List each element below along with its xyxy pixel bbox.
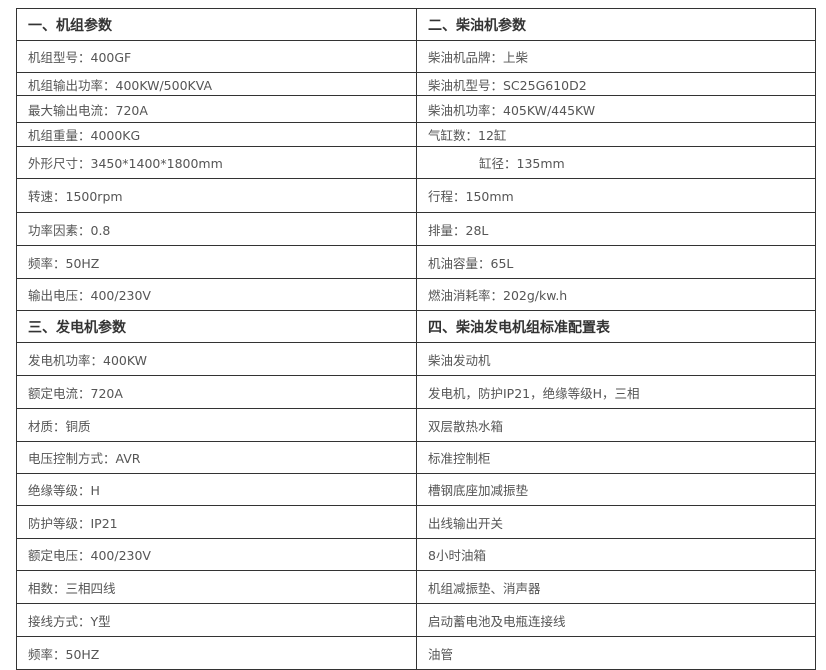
- spec-cell-right: 柴油发动机: [416, 342, 816, 376]
- spec-cell-right: 出线输出开关: [416, 505, 816, 539]
- spec-cell-right: 缸径：135mm: [416, 146, 816, 179]
- spec-cell-left: 频率：50HZ: [16, 636, 417, 670]
- table-row: 机组型号：400GF 柴油机品牌：上柴: [16, 40, 816, 73]
- spec-cell-left: 绝缘等级：H: [16, 473, 417, 506]
- table-row: 额定电流：720A 发电机，防护IP21，绝缘等级H，三相: [16, 375, 816, 409]
- table-row: 相数：三相四线 机组减振垫、消声器: [16, 570, 816, 604]
- table-row: 输出电压：400/230V 燃油消耗率：202g/kw.h: [16, 278, 816, 311]
- spec-cell-left: 功率因素：0.8: [16, 212, 417, 246]
- table-row: 频率：50HZ 油管: [16, 636, 816, 670]
- section-header-row: 三、发电机参数 四、柴油发电机组标准配置表: [16, 310, 816, 343]
- spec-cell-right: 双层散热水箱: [416, 408, 816, 442]
- spec-cell-left: 电压控制方式：AVR: [16, 441, 417, 474]
- spec-cell-left: 最大输出电流：720A: [16, 95, 417, 123]
- table-row: 额定电压：400/230V 8小时油箱: [16, 538, 816, 571]
- spec-cell-left: 输出电压：400/230V: [16, 278, 417, 311]
- table-row: 材质：铜质 双层散热水箱: [16, 408, 816, 442]
- table-row: 绝缘等级：H 槽钢底座加减振垫: [16, 473, 816, 506]
- spec-cell-left: 机组输出功率：400KW/500KVA: [16, 72, 417, 96]
- table-row: 外形尺寸：3450*1400*1800mm 缸径：135mm: [16, 146, 816, 179]
- spec-cell-left: 外形尺寸：3450*1400*1800mm: [16, 146, 417, 179]
- spec-cell-right: 油管: [416, 636, 816, 670]
- spec-cell-left: 材质：铜质: [16, 408, 417, 442]
- spec-cell-right: 机油容量：65L: [416, 245, 816, 279]
- spec-cell-right: 8小时油箱: [416, 538, 816, 571]
- table-row: 接线方式：Y型 启动蓄电池及电瓶连接线: [16, 603, 816, 637]
- table-row: 发电机功率：400KW 柴油发动机: [16, 342, 816, 376]
- spec-cell-right: 启动蓄电池及电瓶连接线: [416, 603, 816, 637]
- spec-cell-right: 排量：28L: [416, 212, 816, 246]
- spec-cell-right: 机组减振垫、消声器: [416, 570, 816, 604]
- spec-table-body: 一、机组参数 二、柴油机参数 机组型号：400GF 柴油机品牌：上柴 机组输出功率：40…: [16, 8, 816, 670]
- table-row: 电压控制方式：AVR 标准控制柜: [16, 441, 816, 474]
- table-row: 频率：50HZ 机油容量：65L: [16, 245, 816, 279]
- spec-cell-right: 柴油机型号：SC25G610D2: [416, 72, 816, 96]
- spec-cell-right: 柴油机功率：405KW/445KW: [416, 95, 816, 123]
- table-row: 机组输出功率：400KW/500KVA 柴油机型号：SC25G610D2: [16, 72, 816, 96]
- spec-cell-right: 行程：150mm: [416, 178, 816, 213]
- spec-cell-left: 额定电流：720A: [16, 375, 417, 409]
- spec-cell-right: 槽钢底座加减振垫: [416, 473, 816, 506]
- table-row: 转速：1500rpm 行程：150mm: [16, 178, 816, 213]
- spec-cell-left: 防护等级：IP21: [16, 505, 417, 539]
- spec-cell-right: 标准控制柜: [416, 441, 816, 474]
- spec-cell-left: 接线方式：Y型: [16, 603, 417, 637]
- spec-cell-right: 发电机，防护IP21，绝缘等级H，三相: [416, 375, 816, 409]
- table-row: 机组重量：4000KG 气缸数：12缸: [16, 122, 816, 147]
- spec-cell-left: 机组型号：400GF: [16, 40, 417, 73]
- spec-cell-left: 机组重量：4000KG: [16, 122, 417, 147]
- table-row: 最大输出电流：720A 柴油机功率：405KW/445KW: [16, 95, 816, 123]
- spec-cell-right: 气缸数：12缸: [416, 122, 816, 147]
- spec-cell-left: 额定电压：400/230V: [16, 538, 417, 571]
- section-title: 一、机组参数: [16, 8, 417, 41]
- section-title: 三、发电机参数: [16, 310, 417, 343]
- section-title: 二、柴油机参数: [416, 8, 816, 41]
- generator-spec-table: 一、机组参数 二、柴油机参数 机组型号：400GF 柴油机品牌：上柴 机组输出功率：40…: [16, 8, 816, 670]
- spec-cell-left: 频率：50HZ: [16, 245, 417, 279]
- spec-cell-left: 相数：三相四线: [16, 570, 417, 604]
- table-row: 功率因素：0.8 排量：28L: [16, 212, 816, 246]
- spec-cell-left: 发电机功率：400KW: [16, 342, 417, 376]
- spec-cell-left: 转速：1500rpm: [16, 178, 417, 213]
- section-header-row: 一、机组参数 二、柴油机参数: [16, 8, 816, 41]
- table-row: 防护等级：IP21 出线输出开关: [16, 505, 816, 539]
- spec-cell-right: 燃油消耗率：202g/kw.h: [416, 278, 816, 311]
- section-title: 四、柴油发电机组标准配置表: [416, 310, 816, 343]
- spec-cell-right: 柴油机品牌：上柴: [416, 40, 816, 73]
